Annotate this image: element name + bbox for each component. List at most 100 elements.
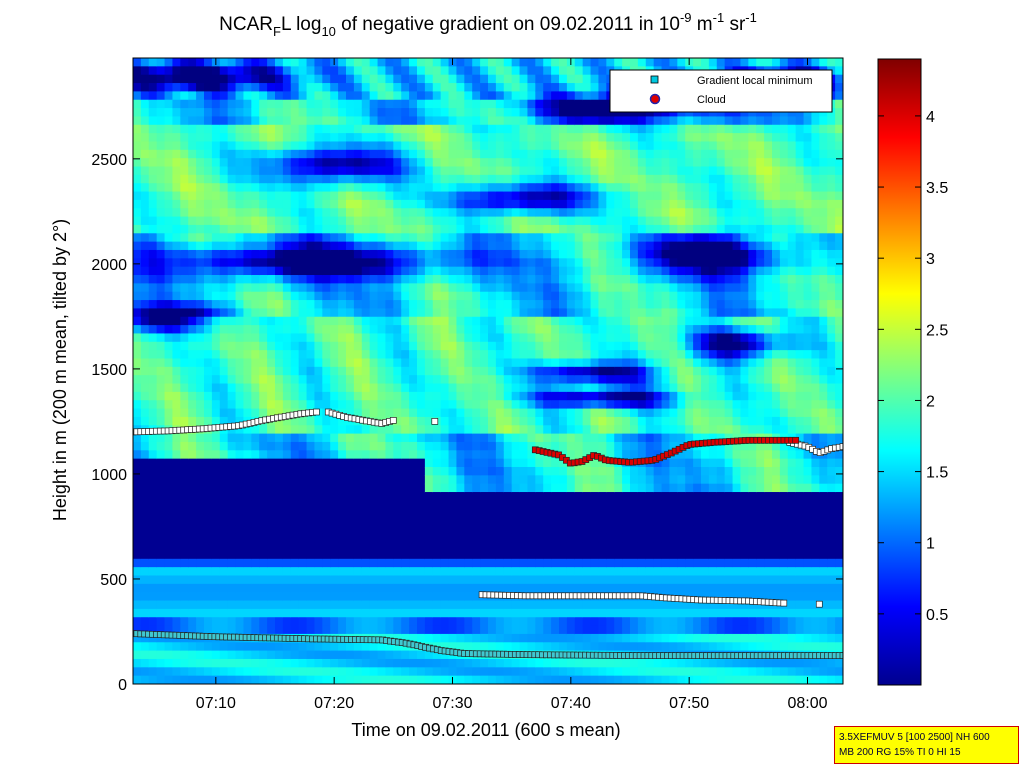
heatmap-cell (369, 658, 379, 668)
heatmap-cell (385, 199, 394, 209)
heatmap-cell (645, 600, 655, 610)
heatmap-cell (330, 108, 339, 118)
heatmap-cell (495, 391, 505, 401)
heatmap-cell (645, 508, 655, 518)
heatmap-cell (267, 408, 276, 418)
heatmap-cell (172, 124, 181, 134)
heatmap-cell (409, 650, 418, 660)
heatmap-cell (314, 416, 323, 426)
heatmap-cell (361, 58, 371, 67)
heatmap-cell (566, 658, 576, 668)
heatmap-cell (424, 383, 434, 393)
heatmap-cell (180, 625, 189, 635)
heatmap-cell (472, 675, 481, 684)
heatmap-cell (464, 249, 473, 259)
heatmap-cell (188, 133, 197, 143)
heatmap-cell (582, 617, 592, 627)
heatmap-cell (133, 366, 142, 376)
heatmap-cell (243, 249, 252, 259)
heatmap-cell (424, 617, 434, 627)
heatmap-cell (180, 74, 189, 84)
heatmap-cell (401, 325, 410, 335)
heatmap-cell (598, 158, 607, 168)
heatmap-cell (511, 642, 521, 652)
heatmap-cell (543, 542, 552, 552)
heatmap-cell (314, 366, 323, 376)
heatmap-cell (148, 558, 158, 568)
heatmap-cell (353, 533, 363, 543)
heatmap-cell (590, 550, 600, 560)
heatmap-cell (393, 550, 402, 560)
heatmap-cell (440, 391, 450, 401)
heatmap-cell (243, 483, 252, 493)
heatmap-cell (267, 642, 276, 652)
heatmap-cell (235, 141, 245, 151)
heatmap-cell (156, 375, 166, 385)
heatmap-cell (219, 508, 229, 518)
heatmap-cell (582, 408, 592, 418)
heatmap-cell (148, 83, 158, 92)
heatmap-cell (314, 191, 323, 201)
heatmap-cell (566, 550, 576, 560)
heatmap-cell (417, 183, 426, 193)
heatmap-cell (188, 592, 197, 602)
heatmap-cell (598, 141, 607, 151)
heatmap-cell (645, 633, 655, 643)
heatmap-cell (259, 625, 268, 635)
heatmap-cell (259, 266, 268, 276)
heatmap-cell (566, 74, 576, 84)
heatmap-cell (480, 224, 489, 234)
heatmap-cell (519, 517, 529, 527)
heatmap-cell (590, 83, 600, 92)
heatmap-cell (369, 375, 379, 385)
heatmap-cell (211, 658, 221, 668)
heatmap-cell (480, 450, 489, 460)
heatmap-cell (503, 400, 513, 410)
heatmap-cell (424, 249, 434, 259)
heatmap-cell (322, 500, 331, 510)
heatmap-cell (188, 391, 197, 401)
heatmap-cell (306, 600, 316, 610)
heatmap-cell (480, 633, 489, 643)
heatmap-cell (519, 316, 529, 326)
heatmap-cell (424, 183, 434, 193)
heatmap-cell (551, 458, 560, 468)
heatmap-cell (377, 266, 387, 276)
heatmap-cell (495, 149, 505, 159)
heatmap-cell (393, 308, 402, 318)
heatmap-cell (369, 66, 379, 76)
heatmap-cell (219, 416, 229, 426)
heatmap-cell (306, 133, 316, 143)
heatmap-cell (290, 74, 300, 84)
heatmap-cell (353, 133, 363, 143)
heatmap-cell (417, 517, 426, 527)
heatmap-cell (282, 241, 292, 251)
heatmap-cell (282, 466, 292, 476)
heatmap-cell (322, 333, 331, 343)
heatmap-cell (282, 575, 292, 585)
heatmap-cell (172, 116, 181, 126)
heatmap-cell (133, 241, 142, 251)
heatmap-cell (630, 433, 639, 443)
heatmap-cell (559, 300, 568, 309)
heatmap-cell (622, 333, 631, 343)
heatmap-cell (219, 625, 229, 635)
heatmap-cell (582, 166, 592, 176)
heatmap-cell (519, 166, 529, 176)
heatmap-cell (148, 617, 158, 627)
heatmap-cell (361, 542, 371, 552)
heatmap-cell (235, 58, 245, 67)
heatmap-cell (235, 517, 245, 527)
heatmap-cell (401, 517, 410, 527)
heatmap-cell (535, 258, 544, 268)
heatmap-cell (156, 91, 166, 101)
heatmap-cell (172, 158, 181, 168)
heatmap-cell (251, 124, 260, 134)
heatmap-cell (551, 408, 560, 418)
heatmap-cell (582, 141, 592, 151)
heatmap-cell (275, 650, 284, 660)
heatmap-cell (535, 83, 544, 92)
heatmap-cell (322, 325, 331, 335)
heatmap-cell (598, 266, 607, 276)
heatmap-cell (401, 124, 410, 134)
